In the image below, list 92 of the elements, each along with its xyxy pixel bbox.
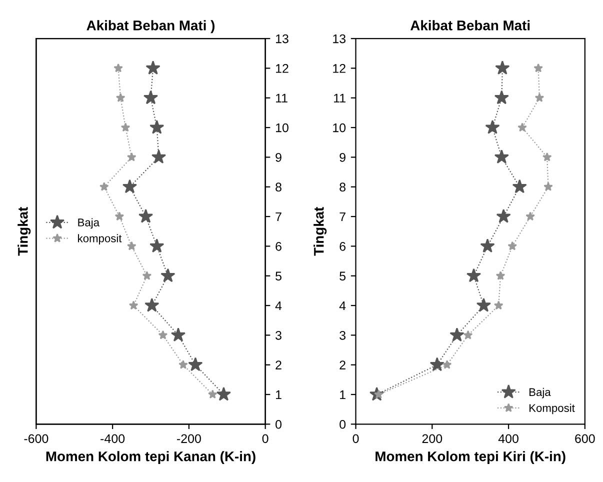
point <box>128 300 138 310</box>
legend-label: komposit <box>78 234 122 244</box>
y-tick-label: 2 <box>340 360 346 370</box>
y2-tick-label: 9 <box>276 153 282 162</box>
point <box>526 212 535 221</box>
x-tick-label: 200 <box>422 434 442 444</box>
chart-title: Akibat Beban Mati ) <box>86 20 214 34</box>
point <box>542 152 552 162</box>
y2-tick-label: 8 <box>276 182 282 192</box>
y-tick-label: 6 <box>340 242 346 251</box>
point <box>146 60 160 75</box>
point <box>544 182 553 191</box>
y2-tick-label: 1 <box>276 390 282 400</box>
point <box>480 238 495 253</box>
y-axis-title: Tingkat <box>314 206 327 256</box>
y-tick-label: 12 <box>333 64 346 73</box>
x-tick-label: 0 <box>352 434 359 444</box>
x-tick-label: 600 <box>575 434 595 444</box>
chart-title: Akibat Beban Mati <box>410 20 530 30</box>
point <box>100 182 109 191</box>
point <box>170 328 186 342</box>
point <box>518 122 527 132</box>
y2-tick-label: 13 <box>276 34 288 44</box>
x-axis-title: Momen Kolom tepi Kanan (K-in) <box>46 451 256 464</box>
point <box>495 60 510 75</box>
y-tick-label: 1 <box>340 390 346 400</box>
point <box>116 93 126 102</box>
point <box>126 241 136 250</box>
y2-tick-label: 3 <box>276 330 282 340</box>
point <box>496 208 511 223</box>
y2-tick-label: 5 <box>276 272 282 281</box>
point <box>158 330 168 340</box>
y-tick-label: 9 <box>340 153 346 162</box>
point <box>442 360 452 369</box>
point <box>430 357 444 372</box>
y-tick-label: 10 <box>333 123 346 132</box>
legend-label: Baja <box>78 218 100 229</box>
point <box>508 241 518 250</box>
point <box>463 330 473 340</box>
point <box>114 212 124 221</box>
y-tick-label: 5 <box>340 272 346 281</box>
y2-tick-label: 11 <box>276 94 288 102</box>
point <box>476 298 492 312</box>
point <box>144 298 160 312</box>
point <box>494 90 509 104</box>
x-axis-title: Momen Kolom tepi Kiri (K-in) <box>376 451 566 464</box>
x-tick-label: 400 <box>498 434 518 444</box>
x-tick-label: 0 <box>262 434 268 444</box>
point <box>494 300 504 310</box>
point <box>151 150 166 164</box>
point <box>142 270 152 280</box>
y-tick-label: 4 <box>339 301 346 310</box>
point <box>450 328 464 342</box>
point <box>216 386 231 401</box>
point <box>496 270 506 280</box>
x-tick-label: -600 <box>24 434 48 444</box>
y-axis-title: Tingkat <box>18 206 31 256</box>
y2-tick-label: 2 <box>276 360 282 370</box>
point <box>150 238 164 253</box>
y-tick-label: 11 <box>334 94 346 102</box>
y-tick-label: 3 <box>340 330 346 340</box>
y2-tick-label: 12 <box>276 64 288 73</box>
y2-tick-label: 10 <box>276 123 288 132</box>
point <box>143 90 158 104</box>
point <box>512 179 527 194</box>
point <box>178 360 188 369</box>
point <box>126 152 136 162</box>
y2-tick-label: 4 <box>275 301 282 310</box>
point <box>122 179 138 194</box>
legend-label: Baja <box>530 388 551 398</box>
point <box>114 63 123 72</box>
point <box>138 208 154 223</box>
y-tick-label: 0 <box>340 420 346 429</box>
point <box>120 122 130 132</box>
point <box>534 63 543 72</box>
x-tick-label: -200 <box>176 434 201 444</box>
point <box>150 120 164 134</box>
point <box>494 150 509 164</box>
legend-label: Komposit <box>530 404 575 414</box>
y2-tick-label: 7 <box>276 212 282 222</box>
point <box>208 390 218 399</box>
y-tick-label: 8 <box>340 182 346 192</box>
point <box>485 120 500 134</box>
y-tick-label: 7 <box>340 212 346 222</box>
x-tick-label: -400 <box>100 434 125 444</box>
y2-tick-label: 6 <box>276 242 282 251</box>
point <box>534 93 544 102</box>
y2-tick-label: 0 <box>276 420 282 429</box>
point <box>188 357 203 372</box>
y-tick-label: 13 <box>333 34 346 44</box>
point <box>160 268 176 282</box>
point <box>466 268 482 282</box>
